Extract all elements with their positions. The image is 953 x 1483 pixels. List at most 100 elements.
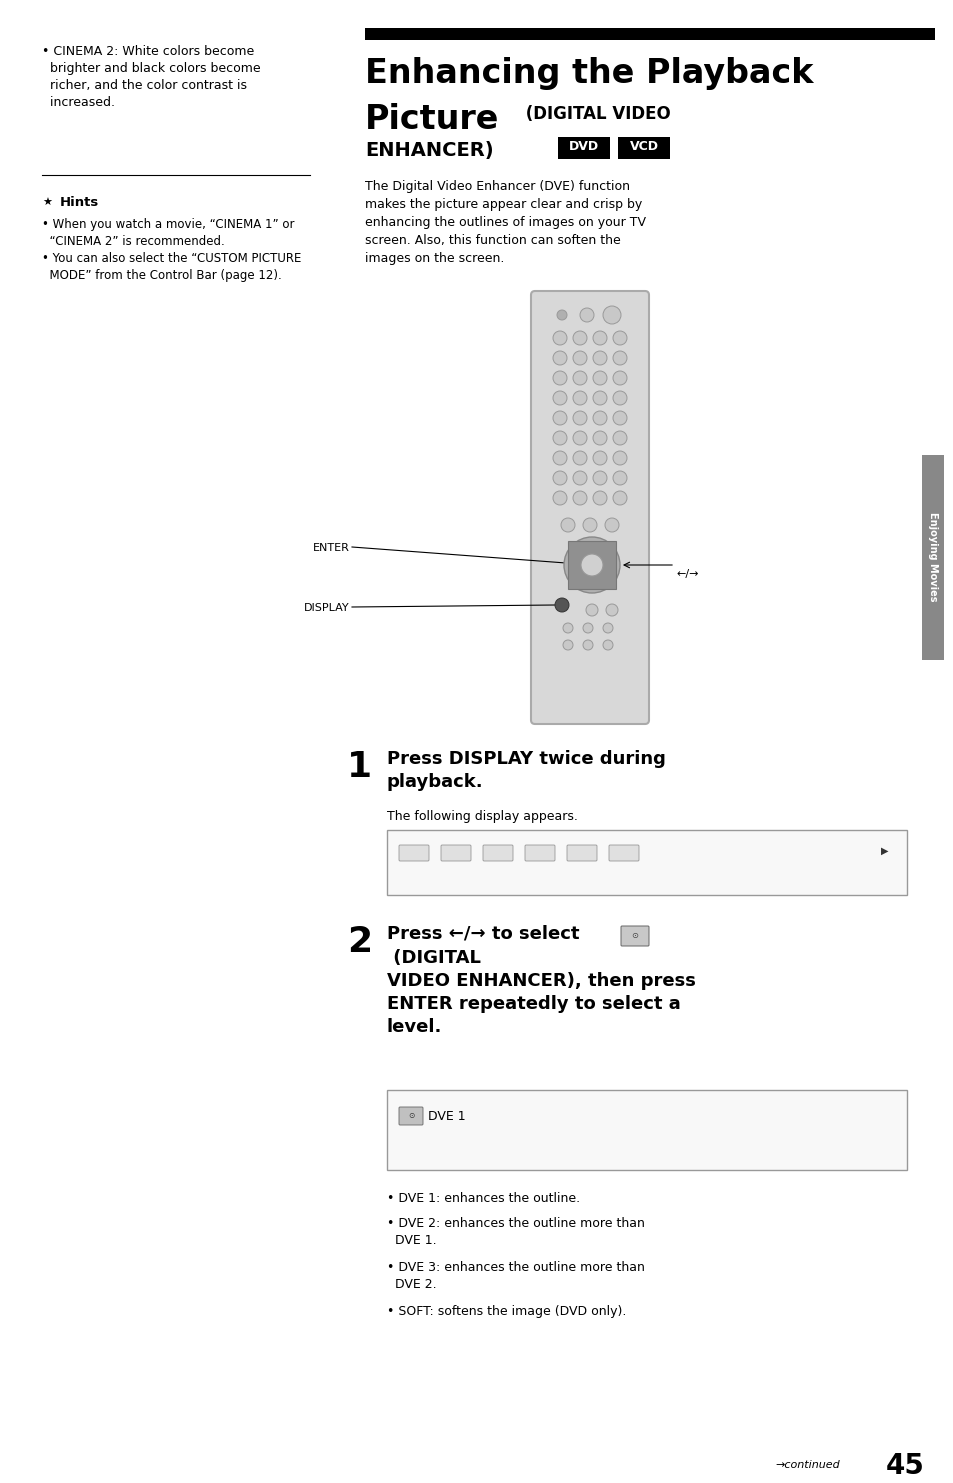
Text: Press ←/→ to select: Press ←/→ to select: [387, 925, 578, 943]
Text: Press DISPLAY twice during
playback.: Press DISPLAY twice during playback.: [387, 750, 665, 790]
Circle shape: [602, 305, 620, 323]
Text: 2: 2: [347, 925, 372, 960]
Circle shape: [593, 371, 606, 386]
FancyBboxPatch shape: [620, 925, 648, 946]
Bar: [387, 830, 906, 896]
FancyBboxPatch shape: [440, 845, 471, 862]
Bar: [618, 136, 669, 159]
Circle shape: [573, 432, 586, 445]
Circle shape: [562, 623, 573, 633]
Text: ⊙: ⊙: [631, 931, 638, 940]
Circle shape: [573, 392, 586, 405]
Circle shape: [613, 331, 626, 346]
Bar: [567, 541, 616, 589]
Text: VCD: VCD: [629, 139, 658, 153]
Text: • You can also select the “CUSTOM PICTURE
  MODE” from the Control Bar (page 12): • You can also select the “CUSTOM PICTUR…: [42, 252, 301, 282]
Circle shape: [553, 392, 566, 405]
FancyBboxPatch shape: [398, 845, 429, 862]
Text: DVE 1: DVE 1: [428, 1109, 465, 1123]
Circle shape: [573, 371, 586, 386]
FancyBboxPatch shape: [398, 1106, 422, 1126]
Circle shape: [593, 451, 606, 466]
Text: ▶: ▶: [881, 845, 888, 856]
Circle shape: [573, 472, 586, 485]
Circle shape: [553, 432, 566, 445]
Text: DISPLAY: DISPLAY: [304, 604, 350, 612]
Circle shape: [553, 472, 566, 485]
Circle shape: [553, 451, 566, 466]
Circle shape: [593, 432, 606, 445]
Text: Enjoying Movies: Enjoying Movies: [927, 512, 937, 602]
Circle shape: [613, 451, 626, 466]
Circle shape: [553, 351, 566, 365]
FancyBboxPatch shape: [608, 845, 639, 862]
Text: (DIGITAL VIDEO: (DIGITAL VIDEO: [519, 105, 670, 123]
Text: →continued: →continued: [775, 1459, 840, 1470]
Text: ENHANCER): ENHANCER): [365, 141, 493, 160]
Circle shape: [573, 351, 586, 365]
Circle shape: [553, 371, 566, 386]
Circle shape: [560, 518, 575, 532]
Circle shape: [613, 371, 626, 386]
Circle shape: [613, 392, 626, 405]
Circle shape: [580, 555, 602, 575]
Circle shape: [613, 472, 626, 485]
Text: Hints: Hints: [60, 196, 99, 209]
Text: • SOFT: softens the image (DVD only).: • SOFT: softens the image (DVD only).: [387, 1305, 626, 1318]
Text: • When you watch a movie, “CINEMA 1” or
  “CINEMA 2” is recommended.: • When you watch a movie, “CINEMA 1” or …: [42, 218, 294, 248]
FancyBboxPatch shape: [566, 845, 597, 862]
Text: ⊙: ⊙: [407, 1111, 414, 1121]
Circle shape: [593, 491, 606, 506]
Circle shape: [553, 331, 566, 346]
Text: • DVE 2: enhances the outline more than
  DVE 1.: • DVE 2: enhances the outline more than …: [387, 1218, 644, 1247]
Circle shape: [582, 623, 593, 633]
Bar: [921, 455, 943, 660]
Text: The following display appears.: The following display appears.: [387, 810, 578, 823]
Circle shape: [579, 308, 594, 322]
Circle shape: [604, 518, 618, 532]
Circle shape: [613, 351, 626, 365]
Text: DVD: DVD: [568, 139, 598, 153]
Circle shape: [582, 518, 597, 532]
Circle shape: [605, 604, 618, 615]
FancyBboxPatch shape: [524, 845, 555, 862]
Text: ENTER: ENTER: [313, 543, 350, 553]
Circle shape: [553, 411, 566, 426]
Text: 45: 45: [884, 1452, 923, 1480]
Circle shape: [563, 537, 619, 593]
Bar: [387, 1090, 906, 1170]
Circle shape: [582, 641, 593, 650]
Circle shape: [602, 623, 613, 633]
Circle shape: [593, 392, 606, 405]
Circle shape: [593, 411, 606, 426]
Text: 1: 1: [347, 750, 372, 785]
Circle shape: [613, 411, 626, 426]
Circle shape: [573, 491, 586, 506]
Text: • DVE 1: enhances the outline.: • DVE 1: enhances the outline.: [387, 1192, 579, 1206]
Circle shape: [593, 472, 606, 485]
Text: ←/→: ←/→: [677, 569, 699, 578]
Circle shape: [562, 641, 573, 650]
Circle shape: [573, 331, 586, 346]
Circle shape: [573, 411, 586, 426]
Text: ★: ★: [42, 199, 52, 208]
FancyBboxPatch shape: [531, 291, 648, 724]
Circle shape: [602, 641, 613, 650]
FancyBboxPatch shape: [482, 845, 513, 862]
Circle shape: [573, 451, 586, 466]
Circle shape: [557, 310, 566, 320]
Circle shape: [553, 491, 566, 506]
Circle shape: [555, 598, 568, 612]
Circle shape: [585, 604, 598, 615]
Text: • DVE 3: enhances the outline more than
  DVE 2.: • DVE 3: enhances the outline more than …: [387, 1261, 644, 1290]
Bar: [558, 136, 609, 159]
Circle shape: [593, 351, 606, 365]
Circle shape: [593, 331, 606, 346]
Circle shape: [613, 491, 626, 506]
Text: Enhancing the Playback: Enhancing the Playback: [365, 56, 813, 90]
Bar: [365, 28, 934, 40]
Circle shape: [613, 432, 626, 445]
Text: (DIGITAL
VIDEO ENHANCER), then press
ENTER repeatedly to select a
level.: (DIGITAL VIDEO ENHANCER), then press ENT…: [387, 949, 695, 1035]
Text: • CINEMA 2: White colors become
  brighter and black colors become
  richer, and: • CINEMA 2: White colors become brighter…: [42, 44, 260, 108]
Text: Picture: Picture: [365, 102, 498, 136]
